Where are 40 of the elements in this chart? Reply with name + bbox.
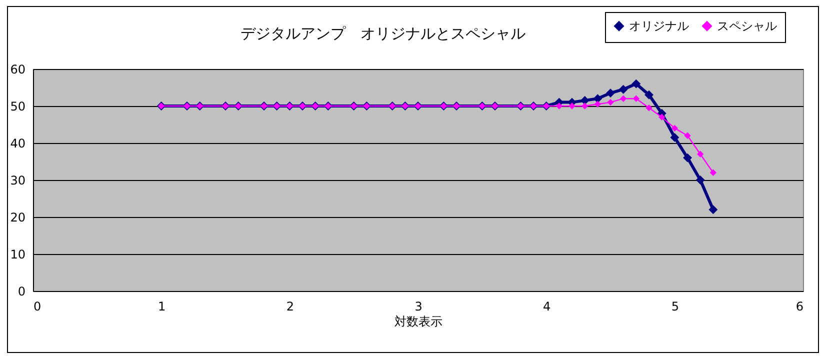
point bbox=[618, 84, 628, 94]
chart-title: デジタルアンプ オリジナルとスペシャル bbox=[240, 24, 526, 42]
point bbox=[580, 96, 590, 105]
x-tick-label: 4 bbox=[543, 300, 551, 314]
y-tick-label: 40 bbox=[10, 136, 26, 150]
point bbox=[620, 95, 627, 102]
x-tick-label: 2 bbox=[286, 300, 294, 314]
point bbox=[658, 114, 666, 120]
x-tick-label: 5 bbox=[671, 300, 679, 314]
point bbox=[568, 102, 576, 110]
point bbox=[594, 100, 602, 108]
point bbox=[670, 132, 680, 142]
legend-label: オリジナル bbox=[629, 19, 689, 34]
y-tick-label: 20 bbox=[10, 210, 26, 224]
point bbox=[632, 79, 641, 88]
x-axis-title: 対数表示 bbox=[394, 314, 442, 328]
point bbox=[708, 205, 718, 214]
legend-label: スペシャル bbox=[717, 19, 777, 34]
y-tick-label: 30 bbox=[10, 174, 26, 188]
point bbox=[696, 150, 704, 158]
y-tick-label: 0 bbox=[18, 284, 26, 298]
point bbox=[696, 176, 705, 184]
point bbox=[607, 98, 614, 106]
x-tick-label: 6 bbox=[796, 300, 804, 314]
y-tick-label: 60 bbox=[10, 62, 26, 76]
point bbox=[632, 95, 640, 102]
point bbox=[646, 104, 652, 112]
point bbox=[671, 124, 678, 132]
point bbox=[606, 88, 615, 98]
y-tick-label: 50 bbox=[10, 100, 26, 114]
point bbox=[581, 102, 588, 110]
point bbox=[683, 153, 692, 162]
point bbox=[644, 90, 654, 100]
x-tick-label: 3 bbox=[414, 300, 422, 314]
point bbox=[684, 132, 691, 139]
point bbox=[710, 169, 717, 176]
x-tick-label: 0 bbox=[34, 300, 42, 314]
point bbox=[556, 102, 563, 110]
x-tick-label: 1 bbox=[158, 300, 166, 314]
y-tick-label: 10 bbox=[10, 248, 26, 262]
